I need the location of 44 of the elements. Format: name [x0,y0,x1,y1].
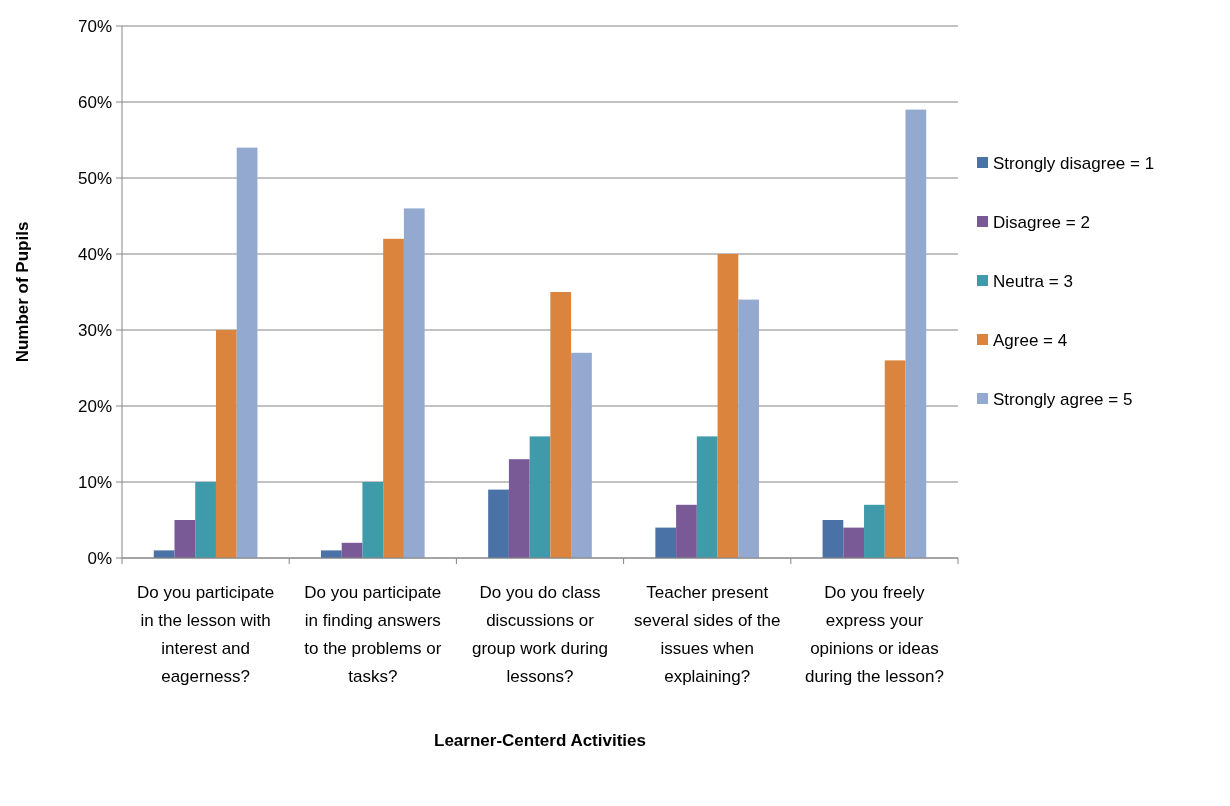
y-tick-label: 50% [77,168,112,188]
bar [676,504,697,558]
legend-label: Strongly disagree = 1 [993,153,1155,173]
x-tick-label: Do you do class discussions or group work during lessons? [471,583,609,686]
bar [655,527,677,558]
bar [696,436,718,558]
bar [905,109,927,558]
y-axis-title: Number of Pupils [13,221,32,363]
legend-label: Disagree = 2 [993,212,1090,232]
bar [717,254,739,558]
bar [884,360,906,558]
bar [571,352,592,558]
y-tick-label: 20% [77,396,112,416]
legend-label: Strongly agree = 5 [993,389,1133,409]
x-tick-label: Do you participate in the lesson with interest and eagerness? [137,583,275,686]
bar [362,482,384,558]
y-tick-label: 40% [77,244,112,264]
bar [215,330,237,558]
bar [843,527,865,558]
y-tick-label: 70% [77,16,112,36]
x-tick-label: Do you freely express your opinions or ideas during the lesson? [804,583,944,686]
x-axis-title: Learner-Centerd Activities [434,731,646,750]
bar [403,208,425,558]
bar [174,520,196,558]
bar [550,292,572,558]
bar [236,147,258,558]
bar [864,504,885,558]
x-tick-label: Teacher present several sides of the issues when explaining? [633,583,781,686]
legend-label: Neutra = 3 [993,271,1073,291]
y-tick-label: 0% [87,548,112,568]
bar [320,550,342,558]
bar [383,238,404,558]
x-tick-label: Do you participate in finding answers to the problems or tasks? [304,583,442,686]
y-tick-label: 60% [77,92,112,112]
y-tick-label: 10% [77,472,112,492]
bar [153,550,175,558]
bar [488,489,509,558]
bar [822,520,844,558]
bar [738,299,760,558]
legend-label: Agree = 4 [993,330,1068,350]
bar [195,482,216,558]
y-tick-label: 30% [77,320,112,340]
bar [529,436,551,558]
bar [508,459,530,558]
